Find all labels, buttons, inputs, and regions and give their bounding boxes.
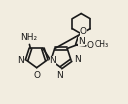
Text: N: N — [78, 37, 85, 46]
Text: O: O — [33, 71, 40, 80]
Text: N: N — [50, 56, 56, 65]
Text: NH₂: NH₂ — [20, 33, 38, 42]
Text: N: N — [17, 56, 24, 65]
Text: O: O — [87, 41, 94, 50]
Text: N: N — [74, 55, 81, 64]
Text: O: O — [80, 27, 87, 35]
Text: N: N — [57, 71, 63, 80]
Text: CH₃: CH₃ — [94, 40, 108, 49]
